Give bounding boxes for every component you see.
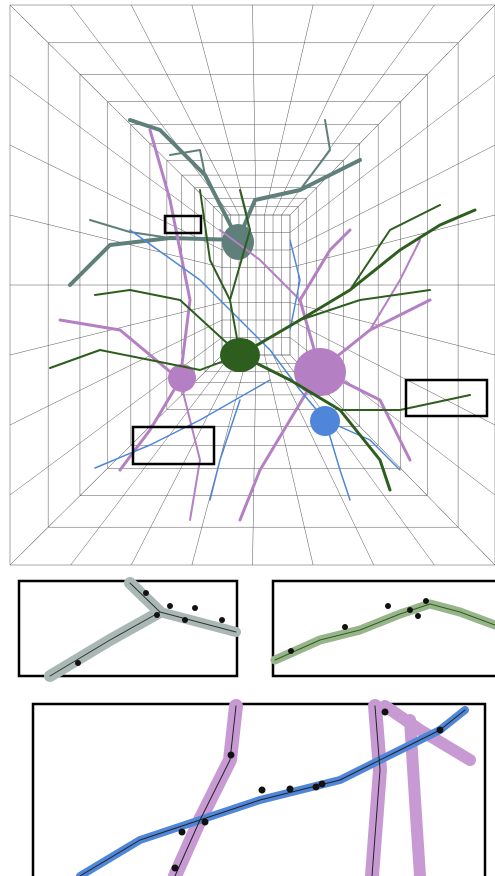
- grid-line: [131, 5, 239, 215]
- grid-line: [10, 75, 222, 233]
- figure: [0, 0, 495, 876]
- neuron-green: [50, 190, 475, 490]
- grid-line: [253, 5, 257, 215]
- grid-line: [10, 5, 222, 215]
- grid-line: [253, 355, 257, 565]
- grid-line: [71, 355, 231, 565]
- perspective-grid: [10, 5, 495, 565]
- grid-line: [290, 303, 495, 356]
- grid-line: [273, 5, 374, 215]
- grid-line: [10, 215, 222, 268]
- inset-gray: [19, 581, 237, 676]
- grid-line: [290, 215, 495, 268]
- grid-line: [192, 5, 248, 215]
- inset-green: [273, 581, 495, 676]
- grid-line: [71, 5, 231, 215]
- grid-line: [290, 5, 495, 215]
- grid-line: [10, 338, 222, 496]
- grid-line: [290, 75, 495, 233]
- page: (() => { const data = JSON.parse(documen…: [0, 0, 495, 876]
- inset-blue-purple: [33, 704, 485, 876]
